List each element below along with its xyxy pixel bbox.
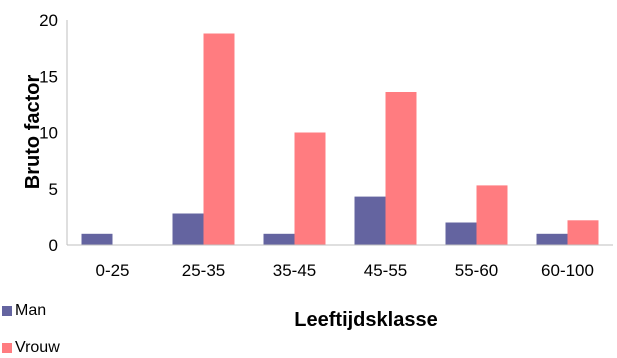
- y-tick-label: 10: [39, 124, 58, 143]
- legend-swatch-man: [2, 306, 12, 316]
- legend-label-man: Man: [15, 302, 47, 319]
- y-tick-label: 20: [39, 11, 58, 30]
- bar-man-0-25: [81, 233, 113, 246]
- legend-item-vrouw: Vrouw: [2, 339, 60, 357]
- y-tick-label: 0: [49, 236, 58, 255]
- x-tick-label: 45-55: [364, 261, 407, 280]
- y-tick-label: 5: [49, 180, 58, 199]
- bar-vrouw-35-45: [294, 132, 326, 245]
- x-tick-label: 60-100: [541, 261, 594, 280]
- bar-man-60-100: [536, 233, 568, 246]
- x-axis-title: Leeftijdsklasse: [294, 309, 437, 331]
- x-tick-label: 25-35: [182, 261, 225, 280]
- x-tick-label: 0-25: [95, 261, 129, 280]
- legend-swatch-vrouw: [2, 343, 12, 353]
- x-tick-label: 55-60: [455, 261, 498, 280]
- bar-man-25-35: [172, 213, 204, 245]
- x-tick-label: 35-45: [273, 261, 316, 280]
- legend-item-man: Man: [2, 302, 46, 320]
- bar-vrouw-55-60: [476, 185, 508, 245]
- x-axis-ticks: 0-25 25-35 35-45 45-55 55-60 60-100: [95, 261, 593, 280]
- y-axis-ticks: 0 5 10 15 20: [39, 11, 58, 255]
- bar-vrouw-25-35: [203, 33, 235, 245]
- y-axis-title: Bruto factor: [22, 75, 44, 190]
- legend-label-vrouw: Vrouw: [15, 339, 60, 356]
- bar-man-45-55: [354, 196, 386, 245]
- bar-vrouw-45-55: [385, 92, 417, 245]
- bar-vrouw-60-100: [567, 220, 599, 246]
- y-tick-label: 15: [39, 67, 58, 86]
- bar-man-35-45: [263, 233, 295, 246]
- bars: [81, 33, 599, 246]
- bar-man-55-60: [445, 222, 477, 245]
